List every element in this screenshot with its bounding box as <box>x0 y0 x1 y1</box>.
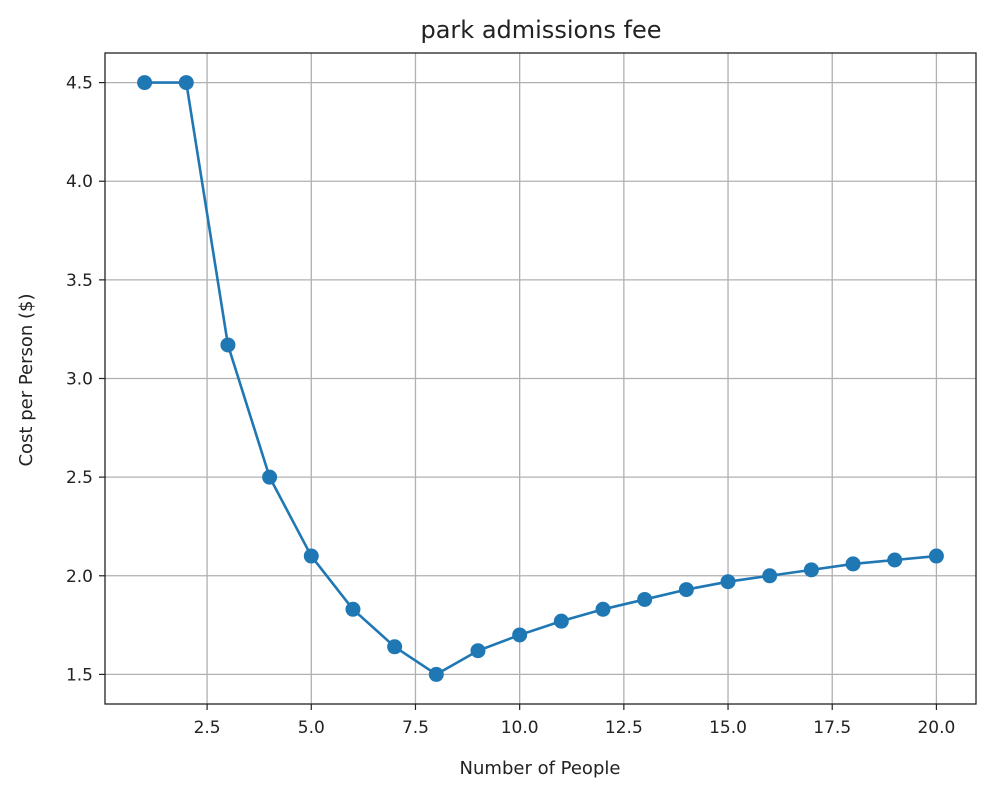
y-tick-label: 4.5 <box>66 74 93 94</box>
data-point <box>803 562 819 578</box>
data-point <box>637 591 653 607</box>
data-point <box>887 552 903 568</box>
y-tick-label: 1.5 <box>66 665 93 685</box>
x-tick-label: 20.0 <box>917 718 955 738</box>
y-axis-label: Cost per Person ($) <box>16 293 37 466</box>
y-tick-label: 2.0 <box>66 567 93 587</box>
data-point <box>262 469 278 485</box>
data-point <box>345 601 361 617</box>
data-point <box>678 582 694 598</box>
chart-title: park admissions fee <box>420 16 661 44</box>
x-axis: 2.5 5.0 7.5 10.0 12.5 15.0 17.5 20.0 <box>194 704 955 738</box>
x-tick-label: 12.5 <box>605 718 643 738</box>
data-point <box>553 613 569 629</box>
series <box>137 75 944 682</box>
data-point <box>928 548 944 564</box>
y-tick-label: 4.0 <box>66 172 93 192</box>
data-point <box>845 556 861 572</box>
data-point <box>387 639 403 655</box>
x-tick-label: 5.0 <box>298 718 325 738</box>
data-point <box>470 643 486 659</box>
y-axis: 1.5 2.0 2.5 3.0 3.5 4.0 4.5 <box>66 74 105 685</box>
data-point <box>512 627 528 643</box>
grid <box>105 53 976 704</box>
data-point <box>762 568 778 584</box>
y-tick-label: 3.5 <box>66 271 93 291</box>
data-point <box>220 337 236 353</box>
x-tick-label: 17.5 <box>813 718 851 738</box>
y-tick-label: 2.5 <box>66 468 93 488</box>
data-point <box>720 574 736 590</box>
data-point <box>137 75 153 91</box>
x-tick-label: 7.5 <box>402 718 429 738</box>
data-point <box>303 548 319 564</box>
y-tick-label: 3.0 <box>66 370 93 390</box>
x-tick-label: 10.0 <box>501 718 539 738</box>
x-tick-label: 2.5 <box>194 718 221 738</box>
x-tick-label: 15.0 <box>709 718 747 738</box>
data-point <box>178 75 194 91</box>
x-axis-label: Number of People <box>460 758 621 779</box>
data-point <box>595 601 611 617</box>
data-point <box>428 666 444 682</box>
